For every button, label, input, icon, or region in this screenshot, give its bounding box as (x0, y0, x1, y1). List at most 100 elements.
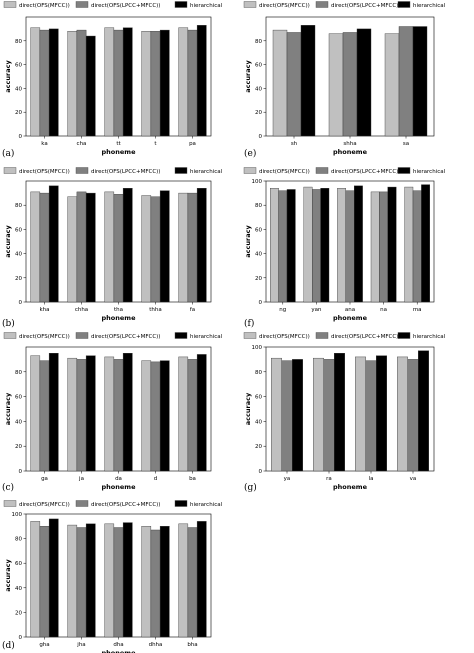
y-tick-label: 100 (252, 345, 263, 351)
y-tick-label: 20 (255, 444, 262, 450)
legend-swatch (397, 1, 411, 8)
y-tick-label: 40 (15, 252, 22, 258)
panel-label: (c) (2, 482, 14, 493)
y-tick-label: 20 (15, 610, 22, 616)
y-tick-label: 40 (15, 586, 22, 592)
panel-label: (f) (244, 318, 254, 329)
legend-label: direct(OFS(MFCC)) (19, 169, 70, 175)
panel-label: (a) (2, 148, 14, 159)
legend-swatch (174, 500, 188, 507)
y-tick-label: 0 (19, 134, 23, 140)
legend: direct(OFS(MFCC)) direct(OFS(LPCC+MFCC)) h… (3, 332, 223, 340)
bar (412, 190, 422, 303)
x-axis-label: phoneme (333, 148, 368, 156)
bar (39, 192, 50, 303)
bar (122, 188, 133, 303)
bar (412, 26, 428, 137)
bar (334, 353, 345, 472)
bar (48, 518, 59, 638)
bar (178, 27, 189, 137)
bar (67, 357, 78, 472)
bar (113, 359, 124, 472)
bar (303, 186, 313, 303)
legend-label: direct(OFS(LPCC+MFCC)) (91, 3, 160, 9)
legend-label: direct(OFS(LPCC+MFCC)) (91, 334, 160, 340)
bar (30, 521, 41, 638)
x-tick-label: la (369, 476, 374, 482)
bar (323, 359, 335, 472)
y-tick-label: 0 (19, 635, 23, 641)
y-axis-label: accuracy (4, 60, 12, 93)
y-tick-label: 20 (15, 444, 22, 450)
bar (150, 196, 161, 303)
legend: direct(OFS(MFCC)) direct(OFS(LPCC+MFCC)) h… (3, 167, 223, 175)
x-tick-label: na (380, 307, 387, 313)
legend-swatch (3, 167, 17, 174)
legend-label: hierarchical (190, 334, 223, 340)
x-axis-label: phoneme (102, 314, 137, 322)
bar (300, 25, 316, 137)
bar (281, 360, 293, 472)
legend-label: direct(OFS(LPCC+MFCC)) (91, 502, 160, 508)
y-tick-label: 40 (15, 419, 22, 425)
bar (404, 186, 414, 303)
x-tick-label: tt (116, 141, 121, 147)
bar (104, 27, 115, 137)
legend-label: direct(OFS(MFCC)) (259, 169, 310, 175)
legend-label: hierarchical (190, 169, 223, 175)
x-tick-label: ba (189, 476, 196, 482)
legend-swatch (397, 167, 411, 174)
bar (397, 356, 408, 472)
legend-label: direct(OFS(MFCC)) (19, 3, 70, 9)
bar (85, 523, 96, 638)
bar (196, 25, 207, 137)
bar (30, 27, 41, 137)
bar (313, 357, 324, 472)
x-tick-label: da (115, 476, 122, 482)
legend-label: direct(OFS(LPCC+MFCC)) (331, 334, 400, 340)
legend-swatch (243, 1, 257, 8)
legend-swatch (75, 1, 89, 8)
legend-label: direct(OFS(MFCC)) (259, 334, 310, 340)
y-tick-label: 100 (12, 512, 23, 518)
legend: direct(OFS(MFCC)) direct(OFS(LPCC+MFCC)) h… (3, 1, 223, 9)
x-tick-label: ja (78, 476, 84, 482)
legend-label: direct(OFS(LPCC+MFCC)) (331, 169, 400, 175)
bar (196, 188, 207, 303)
y-tick-label: 60 (15, 227, 22, 233)
x-tick-label: ga (41, 476, 48, 482)
x-tick-label: ya (284, 476, 291, 482)
bar (187, 192, 198, 303)
bar (141, 195, 152, 303)
chart-panel-4: direct(OFS(MFCC)) direct(OFS(LPCC+MFCC)) h… (2, 500, 223, 653)
bar (196, 521, 207, 638)
bar (85, 35, 96, 137)
bar (113, 194, 124, 303)
legend-swatch (315, 1, 329, 8)
legend-label: direct(OFS(MFCC)) (259, 3, 310, 9)
bar (48, 28, 59, 137)
chart-panel-2: direct(OFS(MFCC)) direct(OFS(LPCC+MFCC)) h… (2, 167, 223, 329)
bar (159, 360, 170, 472)
bar (104, 356, 115, 472)
bar (113, 527, 124, 638)
bar (355, 356, 366, 472)
bar (104, 191, 115, 303)
bar (320, 188, 330, 303)
legend-swatch (75, 167, 89, 174)
x-tick-label: cha (77, 141, 87, 147)
x-tick-label: gha (39, 642, 49, 648)
bar (292, 359, 303, 472)
y-tick-label: 60 (255, 395, 262, 401)
x-tick-label: d (154, 476, 158, 482)
x-tick-label: ka (41, 141, 47, 147)
bar (272, 29, 288, 137)
bar (421, 184, 430, 303)
y-tick-label: 40 (255, 419, 262, 425)
x-tick-label: chha (75, 307, 88, 313)
bar (30, 355, 41, 472)
legend-swatch (315, 167, 329, 174)
bar (159, 526, 170, 638)
legend: direct(OFS(MFCC)) direct(OFS(LPCC+MFCC)) h… (243, 167, 446, 175)
y-tick-label: 100 (252, 179, 263, 185)
